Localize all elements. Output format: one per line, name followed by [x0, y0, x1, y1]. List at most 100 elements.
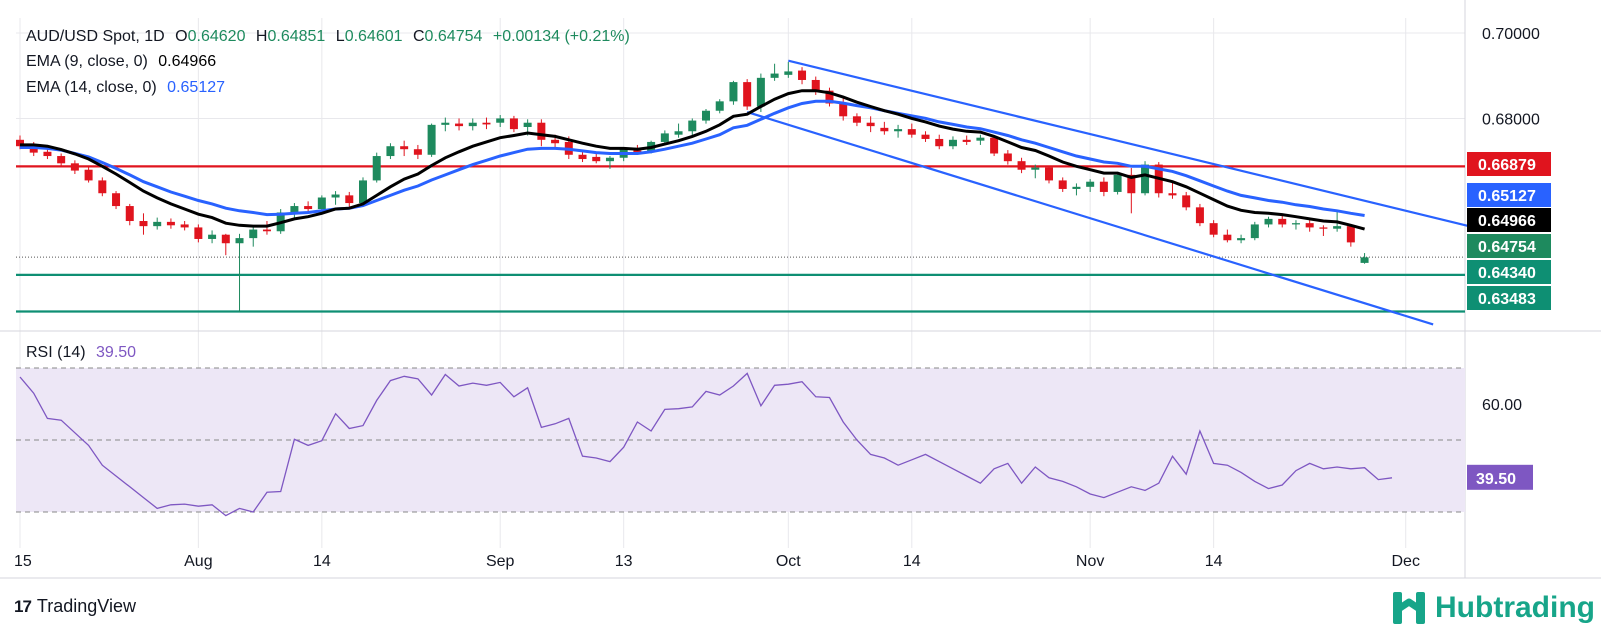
candle	[770, 63, 779, 81]
candle-body	[359, 180, 367, 204]
candle-body	[1223, 234, 1232, 241]
candle-body	[262, 229, 271, 232]
ema14-line	[20, 99, 1365, 217]
candle-body	[139, 221, 148, 227]
candle-body	[935, 138, 944, 147]
candle-body	[592, 156, 601, 162]
candle	[1072, 183, 1081, 196]
candle	[166, 218, 175, 229]
candle-body	[194, 227, 203, 239]
candle	[674, 123, 683, 138]
open-label: O	[175, 28, 188, 45]
candle-body	[770, 73, 779, 78]
candle-body	[482, 122, 491, 125]
candle	[235, 233, 244, 312]
candle-body	[1346, 226, 1355, 243]
ema14-label: EMA (14, close, 0)	[26, 79, 157, 96]
candle-body	[509, 118, 518, 130]
candle	[1113, 173, 1122, 195]
candles-layer	[16, 62, 1369, 312]
candle-body	[1017, 161, 1026, 170]
candle	[98, 177, 107, 197]
tradingview-logo[interactable]: 17 TradingView	[14, 596, 136, 617]
candle	[400, 140, 409, 157]
time-tick-label: 15	[14, 553, 32, 570]
price-label-bg	[1467, 152, 1551, 176]
candle	[112, 191, 121, 210]
candle	[1058, 177, 1067, 192]
candle-body	[798, 70, 807, 80]
candle-body	[496, 118, 505, 123]
candle-body	[57, 156, 66, 164]
candle	[605, 156, 614, 169]
time-tick-label: Sep	[486, 553, 515, 570]
open-value: 0.64620	[187, 28, 246, 45]
candle	[660, 130, 669, 145]
high-value: 0.64851	[267, 28, 326, 45]
candle	[715, 99, 724, 114]
legend-ema14[interactable]: EMA (14, close, 0) 0.65127	[26, 79, 231, 97]
candle	[249, 226, 258, 247]
levels-layer	[16, 165, 1465, 313]
candle	[962, 135, 971, 145]
candle	[866, 116, 875, 133]
channel-lower-line	[746, 110, 1434, 326]
candle-body	[633, 150, 642, 153]
candle	[1017, 157, 1026, 174]
price-label-support: 0.64340	[1467, 260, 1551, 284]
candle	[798, 67, 807, 85]
candle	[880, 121, 889, 135]
candle	[386, 143, 395, 160]
candle	[496, 115, 505, 127]
candle-body	[1305, 223, 1314, 228]
symbol-title[interactable]: AUD/USD Spot, 1D	[26, 28, 165, 45]
candle	[592, 153, 601, 164]
price-label-text: 0.64340	[1478, 265, 1536, 282]
time-tick-label: 13	[615, 553, 633, 570]
candle-body	[221, 234, 230, 244]
candle	[1127, 168, 1136, 214]
candle-body	[1209, 223, 1218, 235]
candle-body	[1333, 226, 1342, 229]
legend-ema9[interactable]: EMA (9, close, 0) 0.64966	[26, 53, 222, 71]
candle-body	[413, 149, 422, 155]
price-label-text: 0.64754	[1478, 239, 1536, 256]
candle-body	[962, 139, 971, 142]
candle-body	[1291, 223, 1300, 225]
candle-body	[180, 224, 189, 228]
candle	[1045, 165, 1053, 184]
candle-body	[976, 137, 985, 141]
candle-body	[729, 82, 738, 102]
candle-body	[70, 163, 79, 171]
candle-body	[427, 124, 436, 155]
candle-body	[1113, 174, 1122, 192]
candle-body	[537, 122, 546, 140]
candle-body	[208, 234, 217, 239]
price-label-ema9: 0.64966	[1467, 208, 1551, 232]
candle	[84, 167, 93, 183]
candle-body	[166, 221, 175, 226]
candle	[413, 144, 422, 160]
candle-body	[112, 193, 121, 207]
candle	[1291, 220, 1300, 230]
low-label: L	[335, 28, 345, 45]
legend-rsi[interactable]: RSI (14) 39.50	[26, 344, 142, 362]
price-label-ema14: 0.65127	[1467, 183, 1551, 207]
candle	[345, 191, 354, 209]
candle-body	[1141, 164, 1150, 194]
candle	[468, 118, 477, 131]
candle	[1250, 221, 1259, 241]
price-label-price: 0.64754	[1467, 234, 1551, 258]
candle	[455, 118, 464, 131]
price-labels-layer: 0.66879 0.65127 0.64966 0.64754 0.64340 0.634…	[1467, 152, 1551, 490]
candle	[221, 233, 230, 256]
candle	[331, 191, 340, 205]
candle	[537, 119, 546, 147]
candle-body	[880, 127, 889, 132]
price-label-resistance: 0.66879	[1467, 152, 1551, 176]
candle	[948, 136, 957, 150]
candle	[139, 213, 148, 235]
candle-body	[948, 139, 957, 147]
candle-body	[921, 134, 930, 139]
